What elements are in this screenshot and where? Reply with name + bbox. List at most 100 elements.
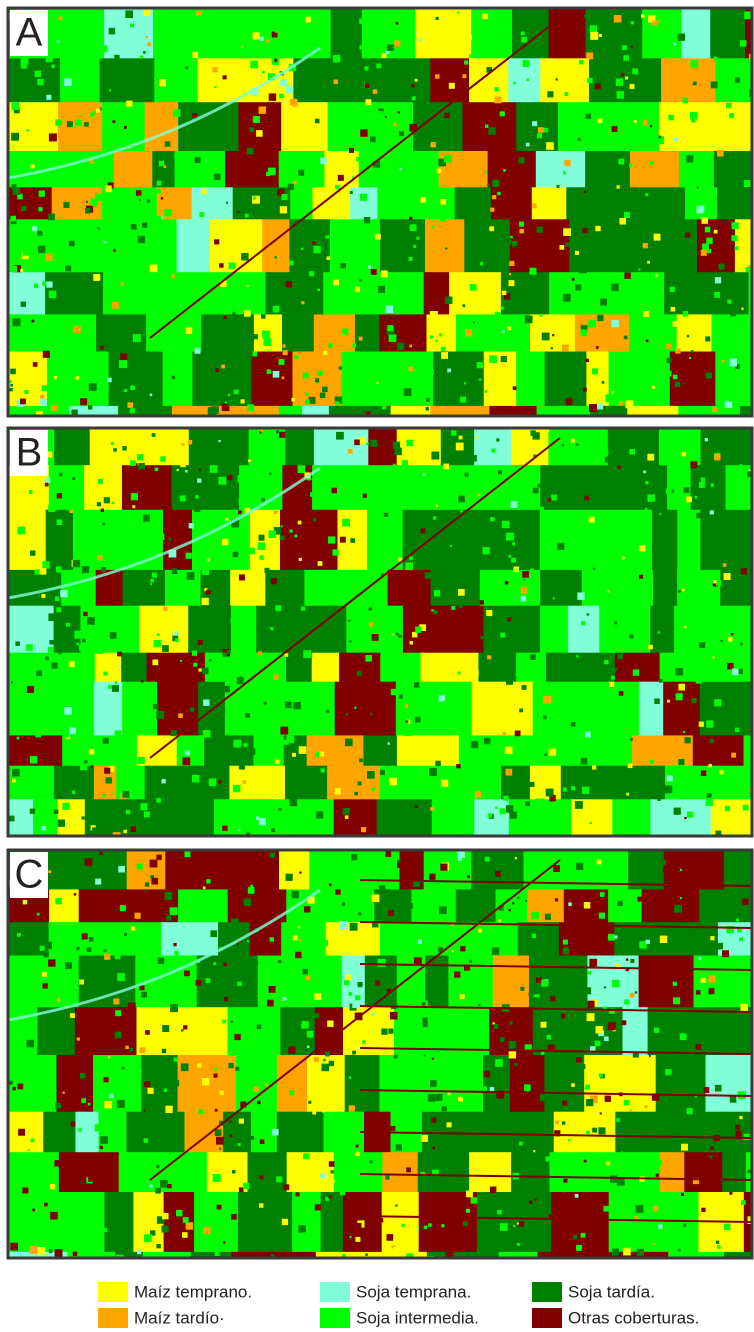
speckle	[278, 50, 282, 54]
speckle	[683, 784, 686, 787]
speckle	[717, 197, 722, 202]
speckle	[531, 912, 539, 920]
speckle	[713, 580, 716, 583]
speckle	[156, 1165, 159, 1168]
speckle	[170, 1004, 178, 1012]
speckle	[586, 359, 589, 362]
speckle	[328, 536, 335, 543]
field-patch	[307, 1055, 345, 1112]
speckle	[95, 194, 102, 201]
speckle	[280, 727, 288, 735]
speckle	[302, 969, 308, 975]
speckle	[529, 782, 534, 787]
speckle	[265, 1083, 268, 1086]
field-patch	[419, 1192, 447, 1252]
speckle	[150, 583, 152, 585]
speckle	[637, 207, 645, 215]
speckle	[295, 355, 299, 359]
speckle	[597, 315, 603, 321]
speckle	[496, 438, 499, 441]
speckle	[51, 23, 53, 25]
speckle	[121, 283, 124, 286]
speckle	[381, 41, 388, 48]
speckle	[471, 1197, 478, 1204]
speckle	[617, 901, 622, 906]
speckle	[643, 471, 646, 474]
speckle	[637, 1249, 644, 1256]
speckle	[621, 73, 624, 76]
speckle	[355, 995, 360, 1000]
speckle	[138, 463, 145, 470]
speckle	[117, 652, 122, 657]
field-patch	[660, 1152, 685, 1192]
speckle	[32, 1209, 35, 1212]
speckle	[609, 1249, 612, 1252]
field-patch	[282, 314, 314, 352]
speckle	[173, 1080, 180, 1087]
speckle	[626, 793, 629, 796]
speckle	[322, 44, 328, 50]
speckle	[503, 504, 506, 507]
speckle	[113, 448, 117, 452]
speckle	[274, 511, 278, 515]
speckle	[434, 590, 440, 596]
speckle	[588, 971, 591, 974]
speckle	[433, 516, 437, 520]
speckle	[350, 1236, 352, 1238]
speckle	[84, 760, 87, 763]
speckle	[502, 291, 506, 295]
speckle	[51, 405, 57, 411]
speckle	[137, 863, 143, 869]
field-patch	[724, 850, 754, 890]
field-patch	[699, 889, 754, 922]
speckle	[238, 829, 240, 831]
speckle	[12, 769, 20, 777]
speckle	[223, 963, 226, 966]
speckle	[168, 1175, 170, 1177]
speckle	[671, 307, 676, 312]
speckle	[730, 311, 736, 317]
speckle	[426, 398, 430, 402]
speckle	[384, 372, 387, 375]
speckle	[210, 465, 218, 473]
speckle	[692, 698, 697, 703]
speckle	[187, 572, 195, 580]
speckle	[706, 238, 712, 244]
map-panel	[8, 428, 754, 849]
speckle	[359, 279, 362, 282]
speckle	[454, 972, 460, 978]
speckle	[490, 517, 494, 521]
speckle	[386, 671, 394, 679]
field-patch	[265, 570, 305, 606]
speckle	[465, 329, 472, 336]
speckle	[255, 961, 258, 964]
speckle	[584, 1160, 587, 1163]
speckle	[56, 607, 61, 612]
speckle	[660, 936, 667, 943]
speckle	[275, 256, 277, 258]
field-patch	[342, 352, 392, 407]
speckle	[588, 1001, 595, 1008]
speckle	[18, 709, 24, 715]
speckle	[233, 785, 240, 792]
speckle	[131, 927, 135, 931]
speckle	[579, 265, 587, 273]
speckle	[220, 1091, 224, 1095]
speckle	[266, 172, 270, 176]
speckle	[684, 487, 690, 493]
speckle	[89, 749, 94, 754]
speckle	[52, 663, 58, 669]
speckle	[378, 286, 385, 293]
speckle	[107, 378, 112, 383]
panel-label: C	[15, 853, 44, 897]
speckle	[296, 1192, 300, 1196]
speckle	[275, 760, 280, 765]
speckle	[201, 189, 207, 195]
field-patch	[549, 8, 586, 59]
speckle	[546, 142, 554, 150]
speckle	[46, 1016, 50, 1020]
speckle	[150, 394, 153, 397]
speckle	[424, 744, 428, 748]
speckle	[57, 493, 62, 498]
speckle	[55, 1249, 63, 1257]
